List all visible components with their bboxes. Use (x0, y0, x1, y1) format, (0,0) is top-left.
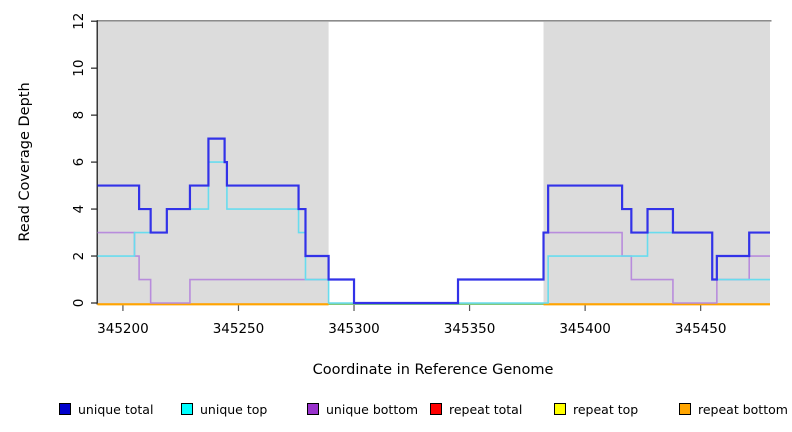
y-tick-label: 12 (71, 13, 87, 30)
legend-item-repeat-total: repeat total (430, 401, 523, 417)
shaded-band (543, 21, 770, 305)
legend-label: unique total (78, 401, 154, 417)
legend-label: unique bottom (326, 401, 419, 417)
y-tick-label: 4 (71, 205, 87, 214)
y-tick-label: 0 (71, 299, 87, 308)
y-axis-title: Read Coverage Depth (17, 82, 33, 241)
legend-label: repeat bottom (698, 401, 788, 417)
x-tick-label: 345300 (328, 321, 380, 337)
shaded-band (97, 21, 329, 305)
x-tick-label: 345450 (675, 321, 727, 337)
legend-item-unique-bottom: unique bottom (307, 401, 419, 417)
legend-item-unique-total: unique total (59, 401, 154, 417)
legend-swatch-unique-bottom (307, 403, 319, 415)
legend-label: unique top (200, 401, 268, 417)
x-tick-label: 345200 (97, 321, 149, 337)
legend-item-repeat-top: repeat top (554, 401, 639, 417)
legend-item-unique-top: unique top (181, 401, 268, 417)
series-lines (97, 137, 770, 306)
y-tick-label: 2 (71, 252, 87, 261)
legend-swatch-unique-top (181, 403, 193, 415)
legend-swatch-repeat-total (430, 403, 442, 415)
legend-item-repeat-bottom: repeat bottom (679, 401, 788, 417)
y-tick-label: 6 (71, 158, 87, 167)
x-tick-label: 345400 (559, 321, 611, 337)
legend-label: repeat top (573, 401, 639, 417)
legend-swatch-unique-total (59, 403, 71, 415)
legend-swatch-repeat-top (554, 403, 566, 415)
legend-label: repeat total (449, 401, 523, 417)
x-tick-label: 345350 (444, 321, 496, 337)
y-tick-label: 8 (71, 111, 87, 120)
y-tick-label: 10 (71, 60, 87, 77)
shaded-bands (97, 21, 770, 305)
tick-labels: 0 2 4 6 8 10 12 345200 345250 345300 345350 345400 3… (71, 13, 726, 337)
x-tick-label: 345250 (213, 321, 265, 337)
series-unique-total (97, 137, 770, 305)
x-axis-title: Coordinate in Reference Genome (313, 362, 554, 378)
legend-swatch-repeat-bottom (679, 403, 691, 415)
